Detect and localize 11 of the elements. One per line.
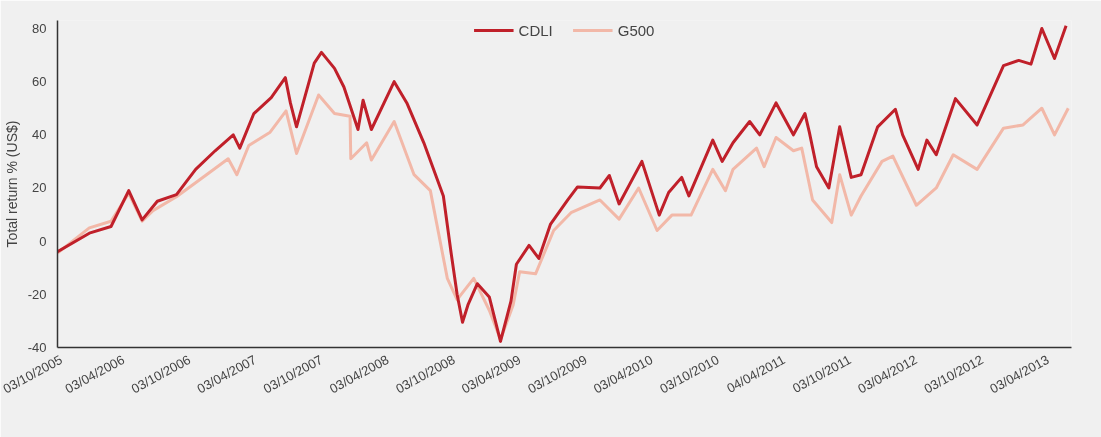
y-tick-label: 60 (32, 74, 47, 90)
y-tick-label: -20 (27, 286, 47, 302)
y-tick-label: -40 (27, 340, 47, 355)
y-tick-label: 40 (32, 127, 47, 143)
legend-label: CDLI (518, 21, 553, 39)
line-series (57, 24, 1068, 343)
y-axis-title: Total return % (US$) (3, 120, 20, 248)
y-tick-label: 80 (32, 20, 47, 36)
y-tick-label: 20 (32, 180, 47, 196)
legend-label: G500 (617, 21, 655, 39)
y-tick-label: 0 (39, 233, 47, 249)
